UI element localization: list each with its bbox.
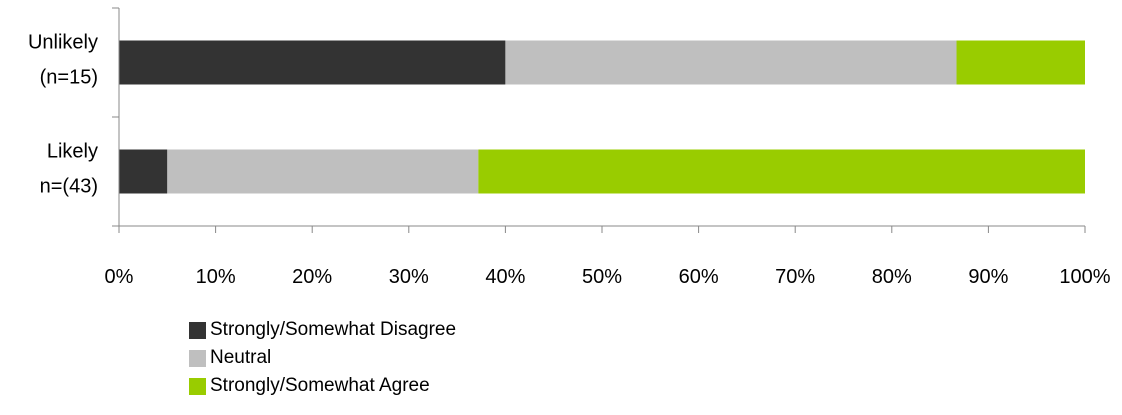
x-tick-label: 40%: [485, 266, 525, 288]
x-tick-label: 100%: [1059, 266, 1110, 288]
bar-1-series-2: [505, 40, 957, 85]
x-tick-label: 20%: [292, 266, 332, 288]
legend-item: Strongly/Somewhat Disagree: [189, 316, 456, 344]
legend-label: Neutral: [210, 347, 272, 368]
legend: Strongly/Somewhat Disagree Neutral Strongl…: [189, 316, 456, 400]
bar-2-series-1: [119, 149, 168, 194]
legend-item: Strongly/Somewhat Agree: [189, 372, 456, 400]
x-tick-label: 0%: [105, 266, 134, 288]
category-label-line: Likely: [47, 141, 98, 163]
category-label-2: Likely n=(43): [40, 141, 98, 198]
bar-1-series-1: [119, 40, 506, 85]
legend-item: Neutral: [189, 344, 456, 372]
legend-swatch: [189, 377, 206, 395]
legend-swatch: [189, 349, 206, 367]
bar-1-series-3: [956, 40, 1085, 85]
bar-2-series-2: [167, 149, 479, 194]
x-tick-label: 50%: [582, 266, 622, 288]
x-tick-label: 60%: [679, 266, 719, 288]
legend-label: Strongly/Somewhat Agree: [210, 375, 430, 396]
category-label-line: Unlikely: [28, 32, 98, 54]
category-label-1: Unlikely (n=15): [28, 32, 98, 89]
category-label-line: (n=15): [40, 67, 98, 89]
legend-label: Strongly/Somewhat Disagree: [210, 319, 457, 340]
legend-swatch: [189, 321, 206, 339]
category-label-line: n=(43): [40, 176, 98, 198]
x-tick-label: 90%: [968, 266, 1008, 288]
x-tick-label: 80%: [872, 266, 912, 288]
x-tick-label: 70%: [775, 266, 815, 288]
bar-2-series-3: [478, 149, 1085, 194]
x-tick-label: 10%: [196, 266, 236, 288]
x-tick-label: 30%: [389, 266, 429, 288]
